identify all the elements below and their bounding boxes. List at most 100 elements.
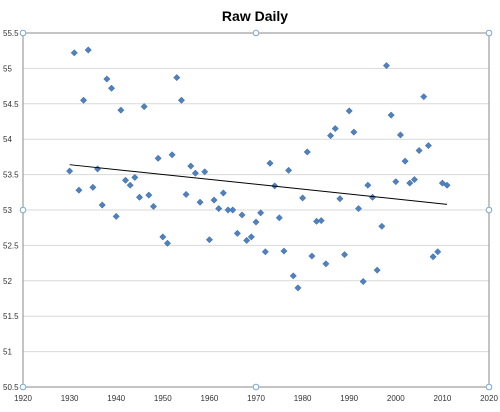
data-point — [70, 49, 78, 57]
data-point — [368, 193, 377, 201]
data-point — [149, 202, 158, 211]
data-point — [66, 167, 74, 175]
data-point — [317, 217, 325, 225]
y-tick-label: 51 — [3, 348, 12, 357]
data-point — [94, 165, 102, 173]
data-point — [238, 211, 246, 219]
data-point — [373, 266, 381, 274]
data-point — [261, 248, 269, 256]
y-tick-label: 54 — [3, 135, 12, 144]
data-point — [173, 74, 181, 82]
data-point — [280, 247, 288, 255]
x-tick-label: 1980 — [294, 394, 312, 403]
trendline — [69, 164, 448, 205]
data-point — [438, 179, 446, 187]
data-point — [201, 168, 209, 176]
selection-handles[interactable] — [19, 29, 493, 391]
data-point — [196, 198, 204, 206]
data-point — [168, 151, 176, 159]
data-point — [266, 159, 274, 167]
resize-handle[interactable] — [252, 29, 260, 37]
data-point — [345, 107, 353, 115]
x-tick-label: 1960 — [201, 394, 219, 403]
data-point — [275, 214, 283, 222]
data-point — [98, 201, 106, 209]
data-point — [154, 154, 162, 162]
x-tick-label: 1930 — [61, 394, 79, 403]
resize-handle[interactable] — [19, 29, 27, 37]
y-tick-label: 52 — [3, 277, 12, 286]
data-point — [396, 131, 405, 139]
data-point — [215, 205, 223, 213]
y-tick-label: 50.5 — [3, 383, 19, 392]
x-tick-label: 1940 — [107, 394, 125, 403]
data-point — [243, 236, 251, 244]
x-tick-label: 2020 — [480, 394, 498, 403]
data-point — [322, 260, 330, 268]
data-point — [327, 132, 335, 140]
x-tick-label: 1990 — [340, 394, 358, 403]
data-point — [289, 272, 297, 280]
data-points — [66, 46, 451, 292]
data-point — [429, 253, 437, 261]
x-tick-label: 2010 — [434, 394, 452, 403]
data-point — [224, 206, 232, 214]
data-point — [210, 196, 218, 204]
chart-title: Raw Daily — [222, 8, 288, 24]
data-point — [191, 169, 199, 177]
resize-handle[interactable] — [485, 206, 493, 214]
y-axis-tick-labels: 50.5 51 51.5 52 52.5 53 53.5 54 54.5 55 55.5 — [3, 29, 19, 392]
data-point — [401, 157, 409, 165]
data-point — [406, 179, 414, 187]
resize-handle[interactable] — [485, 383, 493, 391]
data-point — [252, 218, 260, 226]
data-point — [107, 84, 116, 92]
data-point — [126, 181, 134, 189]
data-point — [145, 191, 153, 199]
gridlines — [23, 67, 489, 353]
data-point — [285, 166, 293, 174]
data-point — [117, 106, 125, 114]
data-point — [387, 111, 395, 119]
x-tick-label: 1970 — [247, 394, 265, 403]
resize-handle[interactable] — [19, 206, 27, 214]
resize-handle[interactable] — [19, 383, 27, 391]
data-point — [350, 128, 358, 136]
data-point — [229, 206, 237, 214]
data-point — [80, 96, 88, 104]
x-tick-label: 2000 — [387, 394, 405, 403]
y-tick-label: 53.5 — [3, 171, 19, 180]
data-point — [187, 162, 195, 170]
data-point — [205, 236, 213, 244]
y-tick-label: 51.5 — [3, 312, 19, 321]
data-point — [336, 195, 344, 203]
y-tick-label: 55 — [3, 64, 12, 73]
data-point — [131, 173, 139, 181]
data-point — [359, 277, 367, 286]
y-tick-label: 55.5 — [3, 29, 19, 38]
data-point — [140, 103, 148, 111]
x-tick-label: 1920 — [14, 394, 32, 403]
data-point — [103, 75, 111, 83]
resize-handle[interactable] — [485, 29, 493, 37]
data-point — [177, 96, 185, 104]
data-point — [420, 93, 428, 101]
data-point — [443, 181, 451, 189]
data-point — [424, 142, 432, 150]
y-tick-label: 52.5 — [3, 241, 19, 250]
x-tick-label: 1950 — [154, 394, 172, 403]
data-point — [303, 148, 311, 156]
data-point — [364, 181, 372, 189]
data-point — [410, 176, 418, 184]
data-point — [257, 209, 265, 217]
resize-handle[interactable] — [252, 383, 260, 391]
data-point — [434, 248, 442, 256]
data-point — [75, 186, 83, 194]
data-point — [299, 194, 307, 202]
data-point — [340, 251, 349, 259]
data-point — [415, 146, 423, 155]
data-point — [121, 176, 130, 184]
data-point — [233, 229, 241, 237]
